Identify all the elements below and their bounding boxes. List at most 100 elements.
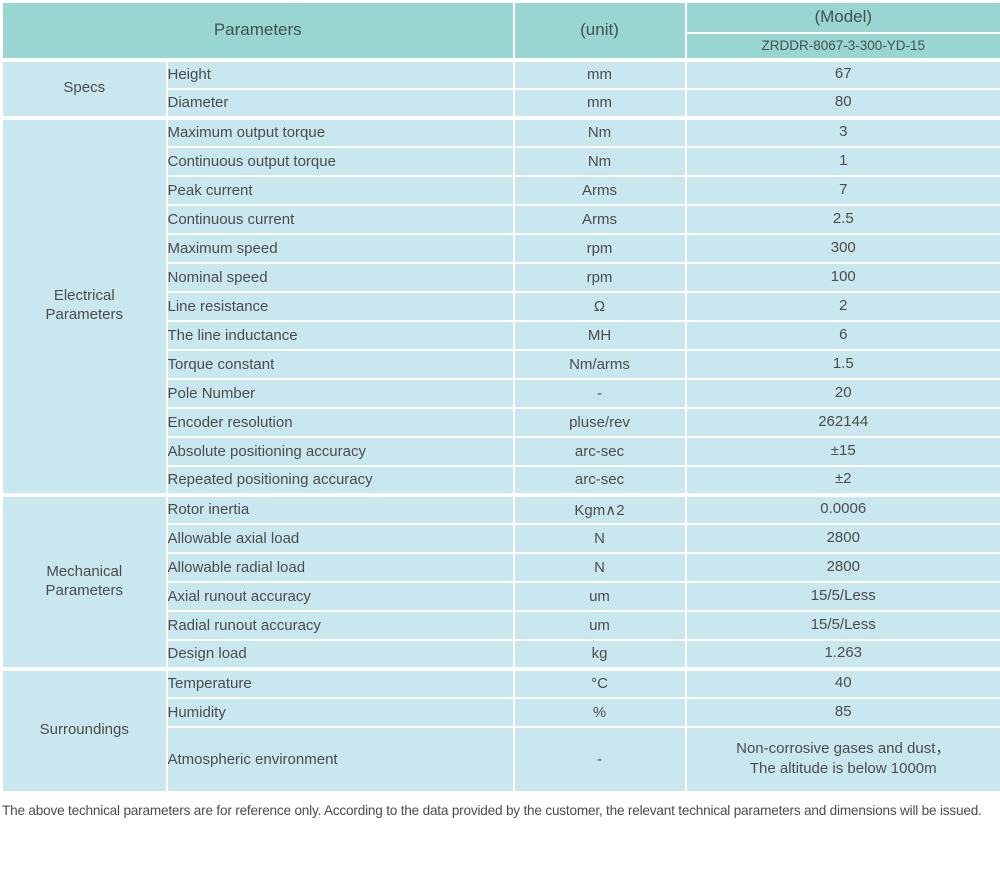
unit-cell: N: [512, 522, 687, 554]
section-label: Mechanical Parameters: [0, 492, 168, 670]
unit-cell: kg: [512, 638, 687, 670]
section-label: Electrical Parameters: [0, 115, 168, 496]
spec-table: Parameters (unit) (Model) ZRDDR-8067-3-3…: [0, 0, 1000, 794]
param-cell: Design load: [165, 638, 515, 670]
table-row: Humidity% 85: [2, 696, 1000, 728]
value-cell: 1: [684, 145, 1000, 177]
unit-cell: -: [512, 725, 687, 794]
unit-cell: Nm: [512, 115, 687, 148]
value-cell: 67: [684, 57, 1000, 90]
unit-cell: um: [512, 580, 687, 612]
unit-cell: Ω: [512, 290, 687, 322]
value-cell: 7: [684, 174, 1000, 206]
param-cell: Nominal speed: [165, 261, 515, 293]
unit-cell: °C: [512, 666, 687, 699]
unit-cell: Nm: [512, 145, 687, 177]
value-cell: 0.0006: [684, 492, 1000, 525]
table-row: Maximum speed rpm 300: [2, 232, 1000, 264]
param-cell: Radial runout accuracy: [165, 609, 515, 641]
param-cell: Line resistance: [165, 290, 515, 322]
table-row: Torque constant Nm/arms 1.5: [2, 348, 1000, 380]
value-cell: 2800: [684, 551, 1000, 583]
table-row: Allowable radial load N 2800: [2, 551, 1000, 583]
value-cell: 2800: [684, 522, 1000, 554]
section-mechanical: Mechanical Parameters Rotor inertia Kgm∧2 0…: [0, 492, 1000, 670]
unit-cell: Nm/arms: [512, 348, 687, 380]
param-cell: Maximum speed: [165, 232, 515, 264]
value-cell: ±2: [684, 464, 1000, 496]
unit-cell: N: [512, 551, 687, 583]
table-row: Mechanical Parameters Rotor inertia Kgm∧2 0…: [0, 492, 1000, 670]
value-cell: 6: [684, 319, 1000, 351]
table-row: Design load kg 1.263: [2, 638, 1000, 670]
unit-cell: Arms: [512, 174, 687, 206]
param-cell: Rotor inertia: [165, 492, 515, 525]
unit-cell: arc-sec: [512, 464, 687, 496]
section-surroundings: Surroundings Temperature °C 40 Humidity% 85 At…: [0, 666, 1000, 794]
table-row: Encoder resolution pluse/rev 262144: [2, 406, 1000, 438]
unit-cell: arc-sec: [512, 435, 687, 467]
value-cell: 100: [684, 261, 1000, 293]
param-cell: Pole Number: [165, 377, 515, 409]
param-cell: Absolute positioning accuracy: [165, 435, 515, 467]
model-number: ZRDDR-8067-3-300-YD-15: [684, 31, 1000, 61]
table-row: Specs Height mm 67: [0, 57, 1000, 119]
param-cell: Continuous output torque: [165, 145, 515, 177]
param-cell: Encoder resolution: [165, 406, 515, 438]
unit-cell: MH: [512, 319, 687, 351]
param-cell: Continuous current: [165, 203, 515, 235]
table-row: Atmospheric environment - Non-corrosive ga…: [2, 725, 1000, 794]
param-cell: Diameter: [165, 87, 515, 119]
table-row: Pole Number -20: [2, 377, 1000, 409]
table-row: Line resistance Ω 2: [2, 290, 1000, 322]
param-cell: Maximum output torque: [165, 115, 515, 148]
section-label: Surroundings: [0, 666, 168, 794]
value-cell: ±15: [684, 435, 1000, 467]
unit-cell: rpm: [512, 232, 687, 264]
value-cell: 85: [684, 696, 1000, 728]
table-header: Parameters (unit) (Model) ZRDDR-8067-3-3…: [0, 0, 1000, 61]
value-cell: 20: [684, 377, 1000, 409]
table-row: Allowable axial load N 2800: [2, 522, 1000, 554]
unit-cell: -: [512, 377, 687, 409]
param-cell: Repeated positioning accuracy: [165, 464, 515, 496]
param-cell: Axial runout accuracy: [165, 580, 515, 612]
unit-header: (unit): [512, 0, 687, 61]
model-header: (Model): [684, 0, 1000, 34]
table-row: Radial runout accuracy um 15/5/Less: [2, 609, 1000, 641]
param-cell: The line inductance: [165, 319, 515, 351]
param-cell: Torque constant: [165, 348, 515, 380]
value-cell: 80: [684, 87, 1000, 119]
table-row: Diameter mm 80: [2, 87, 1000, 119]
table-row: Repeated positioning accuracy arc-sec ±2: [2, 464, 1000, 496]
table-row: Electrical Parameters Maximum output torq…: [0, 115, 1000, 496]
value-cell: 40: [684, 666, 1000, 699]
value-cell: 1.263: [684, 638, 1000, 670]
unit-cell: Kgm∧2: [512, 492, 687, 525]
param-cell: Temperature: [165, 666, 515, 699]
table-row: Nominal speed rpm 100: [2, 261, 1000, 293]
value-cell: 1.5: [684, 348, 1000, 380]
param-cell: Allowable axial load: [165, 522, 515, 554]
parameters-header: Parameters: [0, 0, 515, 61]
table-row: Continuous output torque Nm 1: [2, 145, 1000, 177]
unit-cell: mm: [512, 87, 687, 119]
param-cell: Atmospheric environment: [165, 725, 515, 794]
param-cell: Humidity: [165, 696, 515, 728]
value-cell: 262144: [684, 406, 1000, 438]
unit-cell: mm: [512, 57, 687, 90]
section-label: Specs: [0, 57, 168, 119]
param-cell: Peak current: [165, 174, 515, 206]
footnote: The above technical parameters are for r…: [2, 803, 982, 818]
value-cell: 3: [684, 115, 1000, 148]
value-cell: 300: [684, 232, 1000, 264]
unit-cell: um: [512, 609, 687, 641]
value-cell: 2.5: [684, 203, 1000, 235]
section-specs: Specs Height mm 67 Diameter mm 80: [0, 57, 1000, 119]
table-row: Surroundings Temperature °C 40: [0, 666, 1000, 794]
unit-cell: pluse/rev: [512, 406, 687, 438]
section-electrical: Electrical Parameters Maximum output torq…: [0, 115, 1000, 496]
table-row: Axial runout accuracy um 15/5/Less: [2, 580, 1000, 612]
table-row: Continuous current Arms 2.5: [2, 203, 1000, 235]
